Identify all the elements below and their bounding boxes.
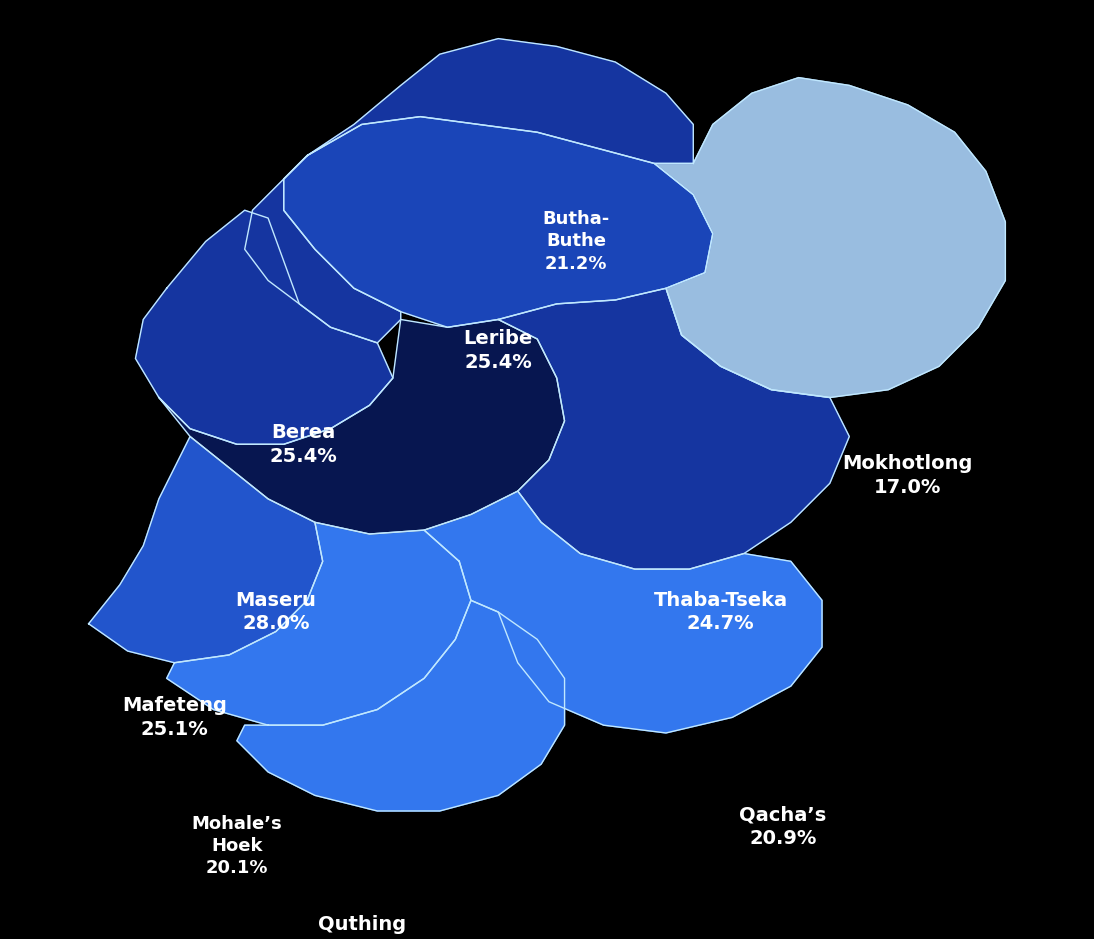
Text: Leribe
25.4%: Leribe 25.4% [464,330,533,372]
Polygon shape [237,600,565,811]
Text: Mohale’s
Hoek
20.1%: Mohale’s Hoek 20.1% [191,815,282,877]
Text: Mokhotlong
17.0%: Mokhotlong 17.0% [842,454,973,497]
Polygon shape [654,78,1005,397]
Text: Berea
25.4%: Berea 25.4% [269,423,337,466]
Text: Mafeteng
25.1%: Mafeteng 25.1% [123,696,226,739]
Polygon shape [159,319,565,534]
Polygon shape [498,288,849,569]
Polygon shape [283,116,713,328]
Polygon shape [166,522,470,725]
Text: Maseru
28.0%: Maseru 28.0% [235,591,316,633]
Text: Thaba-Tseka
24.7%: Thaba-Tseka 24.7% [653,591,788,633]
Polygon shape [89,437,323,663]
Text: Qacha’s
20.9%: Qacha’s 20.9% [740,806,827,848]
Text: Quthing
20.8%: Quthing 20.8% [317,915,406,939]
Text: Butha-
Buthe
21.2%: Butha- Buthe 21.2% [543,210,609,272]
Polygon shape [136,210,393,444]
Polygon shape [424,491,822,733]
Polygon shape [245,38,694,343]
